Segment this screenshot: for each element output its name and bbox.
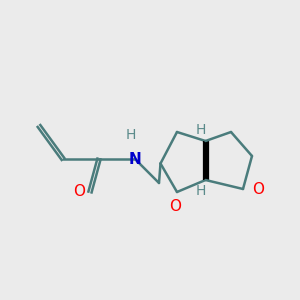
Text: O: O	[169, 199, 181, 214]
Text: H: H	[196, 123, 206, 136]
Text: O: O	[74, 184, 86, 200]
Text: N: N	[129, 152, 141, 166]
Text: H: H	[196, 184, 206, 198]
Text: H: H	[125, 128, 136, 142]
Text: O: O	[252, 182, 264, 196]
